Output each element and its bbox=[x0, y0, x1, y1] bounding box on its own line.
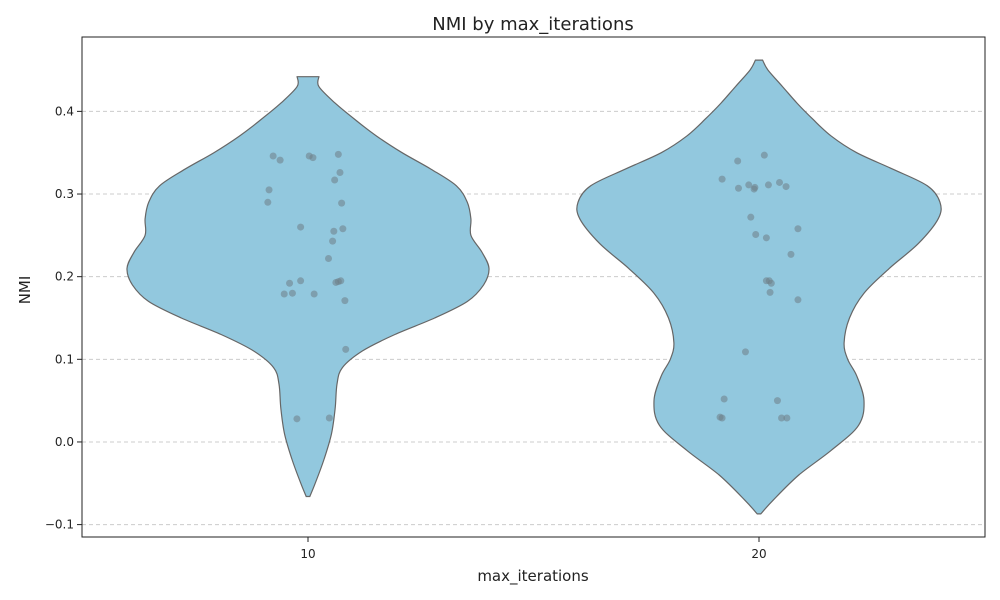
chart-title: NMI by max_iterations bbox=[432, 14, 633, 35]
data-point bbox=[718, 175, 726, 183]
data-point bbox=[782, 183, 790, 191]
data-point bbox=[332, 278, 340, 286]
data-point bbox=[741, 348, 749, 356]
y-tick-label: 0.4 bbox=[55, 104, 74, 118]
data-point bbox=[751, 183, 759, 191]
data-point bbox=[773, 397, 781, 405]
x-tick-label: 10 bbox=[300, 547, 315, 561]
x-axis-label: max_iterations bbox=[477, 567, 589, 586]
data-points bbox=[264, 150, 802, 423]
data-point bbox=[342, 345, 350, 353]
data-point bbox=[305, 152, 313, 160]
data-point bbox=[288, 289, 296, 297]
data-point bbox=[264, 198, 272, 206]
data-point bbox=[310, 290, 318, 298]
data-point bbox=[783, 414, 791, 422]
data-point bbox=[286, 279, 294, 287]
data-point bbox=[338, 199, 346, 207]
y-tick-label: 0.2 bbox=[55, 270, 74, 284]
y-tick-label: −0.1 bbox=[45, 518, 74, 532]
data-point bbox=[764, 181, 772, 189]
violin-20 bbox=[576, 59, 942, 515]
data-point bbox=[734, 157, 742, 165]
data-point bbox=[276, 156, 284, 164]
violin-10 bbox=[126, 76, 490, 498]
data-point bbox=[718, 414, 726, 422]
data-point bbox=[794, 296, 802, 304]
plot-frame bbox=[81, 36, 986, 538]
data-point bbox=[762, 234, 770, 242]
data-point bbox=[325, 414, 333, 422]
data-point bbox=[329, 237, 337, 245]
data-point bbox=[735, 184, 742, 192]
y-axis-label: NMI bbox=[16, 276, 34, 305]
data-point bbox=[280, 290, 288, 298]
data-point bbox=[331, 176, 339, 184]
data-point bbox=[297, 277, 305, 285]
x-axis-ticks: 10 20 bbox=[300, 537, 767, 561]
x-tick-label: 20 bbox=[751, 547, 766, 561]
data-point bbox=[269, 152, 277, 160]
data-point bbox=[787, 250, 795, 258]
y-tick-label: 0.1 bbox=[55, 352, 74, 366]
violins bbox=[126, 59, 942, 515]
y-axis-ticks: −0.1 0.0 0.1 0.2 0.3 0.4 bbox=[45, 104, 82, 532]
data-point bbox=[794, 225, 802, 233]
data-point bbox=[341, 297, 349, 305]
data-point bbox=[339, 225, 347, 233]
data-point bbox=[297, 223, 305, 231]
data-point bbox=[752, 231, 760, 239]
data-point bbox=[720, 395, 728, 403]
y-tick-label: 0.0 bbox=[55, 435, 74, 449]
data-point bbox=[336, 169, 344, 177]
data-point bbox=[325, 254, 332, 262]
data-point bbox=[265, 186, 273, 194]
data-point bbox=[778, 414, 786, 422]
data-point bbox=[776, 178, 783, 186]
data-point bbox=[760, 151, 768, 159]
data-point bbox=[334, 150, 342, 158]
data-point bbox=[747, 213, 755, 221]
data-point bbox=[293, 415, 301, 423]
data-point bbox=[330, 227, 338, 235]
data-point bbox=[745, 181, 753, 189]
data-point bbox=[767, 279, 775, 287]
data-point bbox=[766, 288, 774, 296]
y-tick-label: 0.3 bbox=[55, 187, 74, 201]
